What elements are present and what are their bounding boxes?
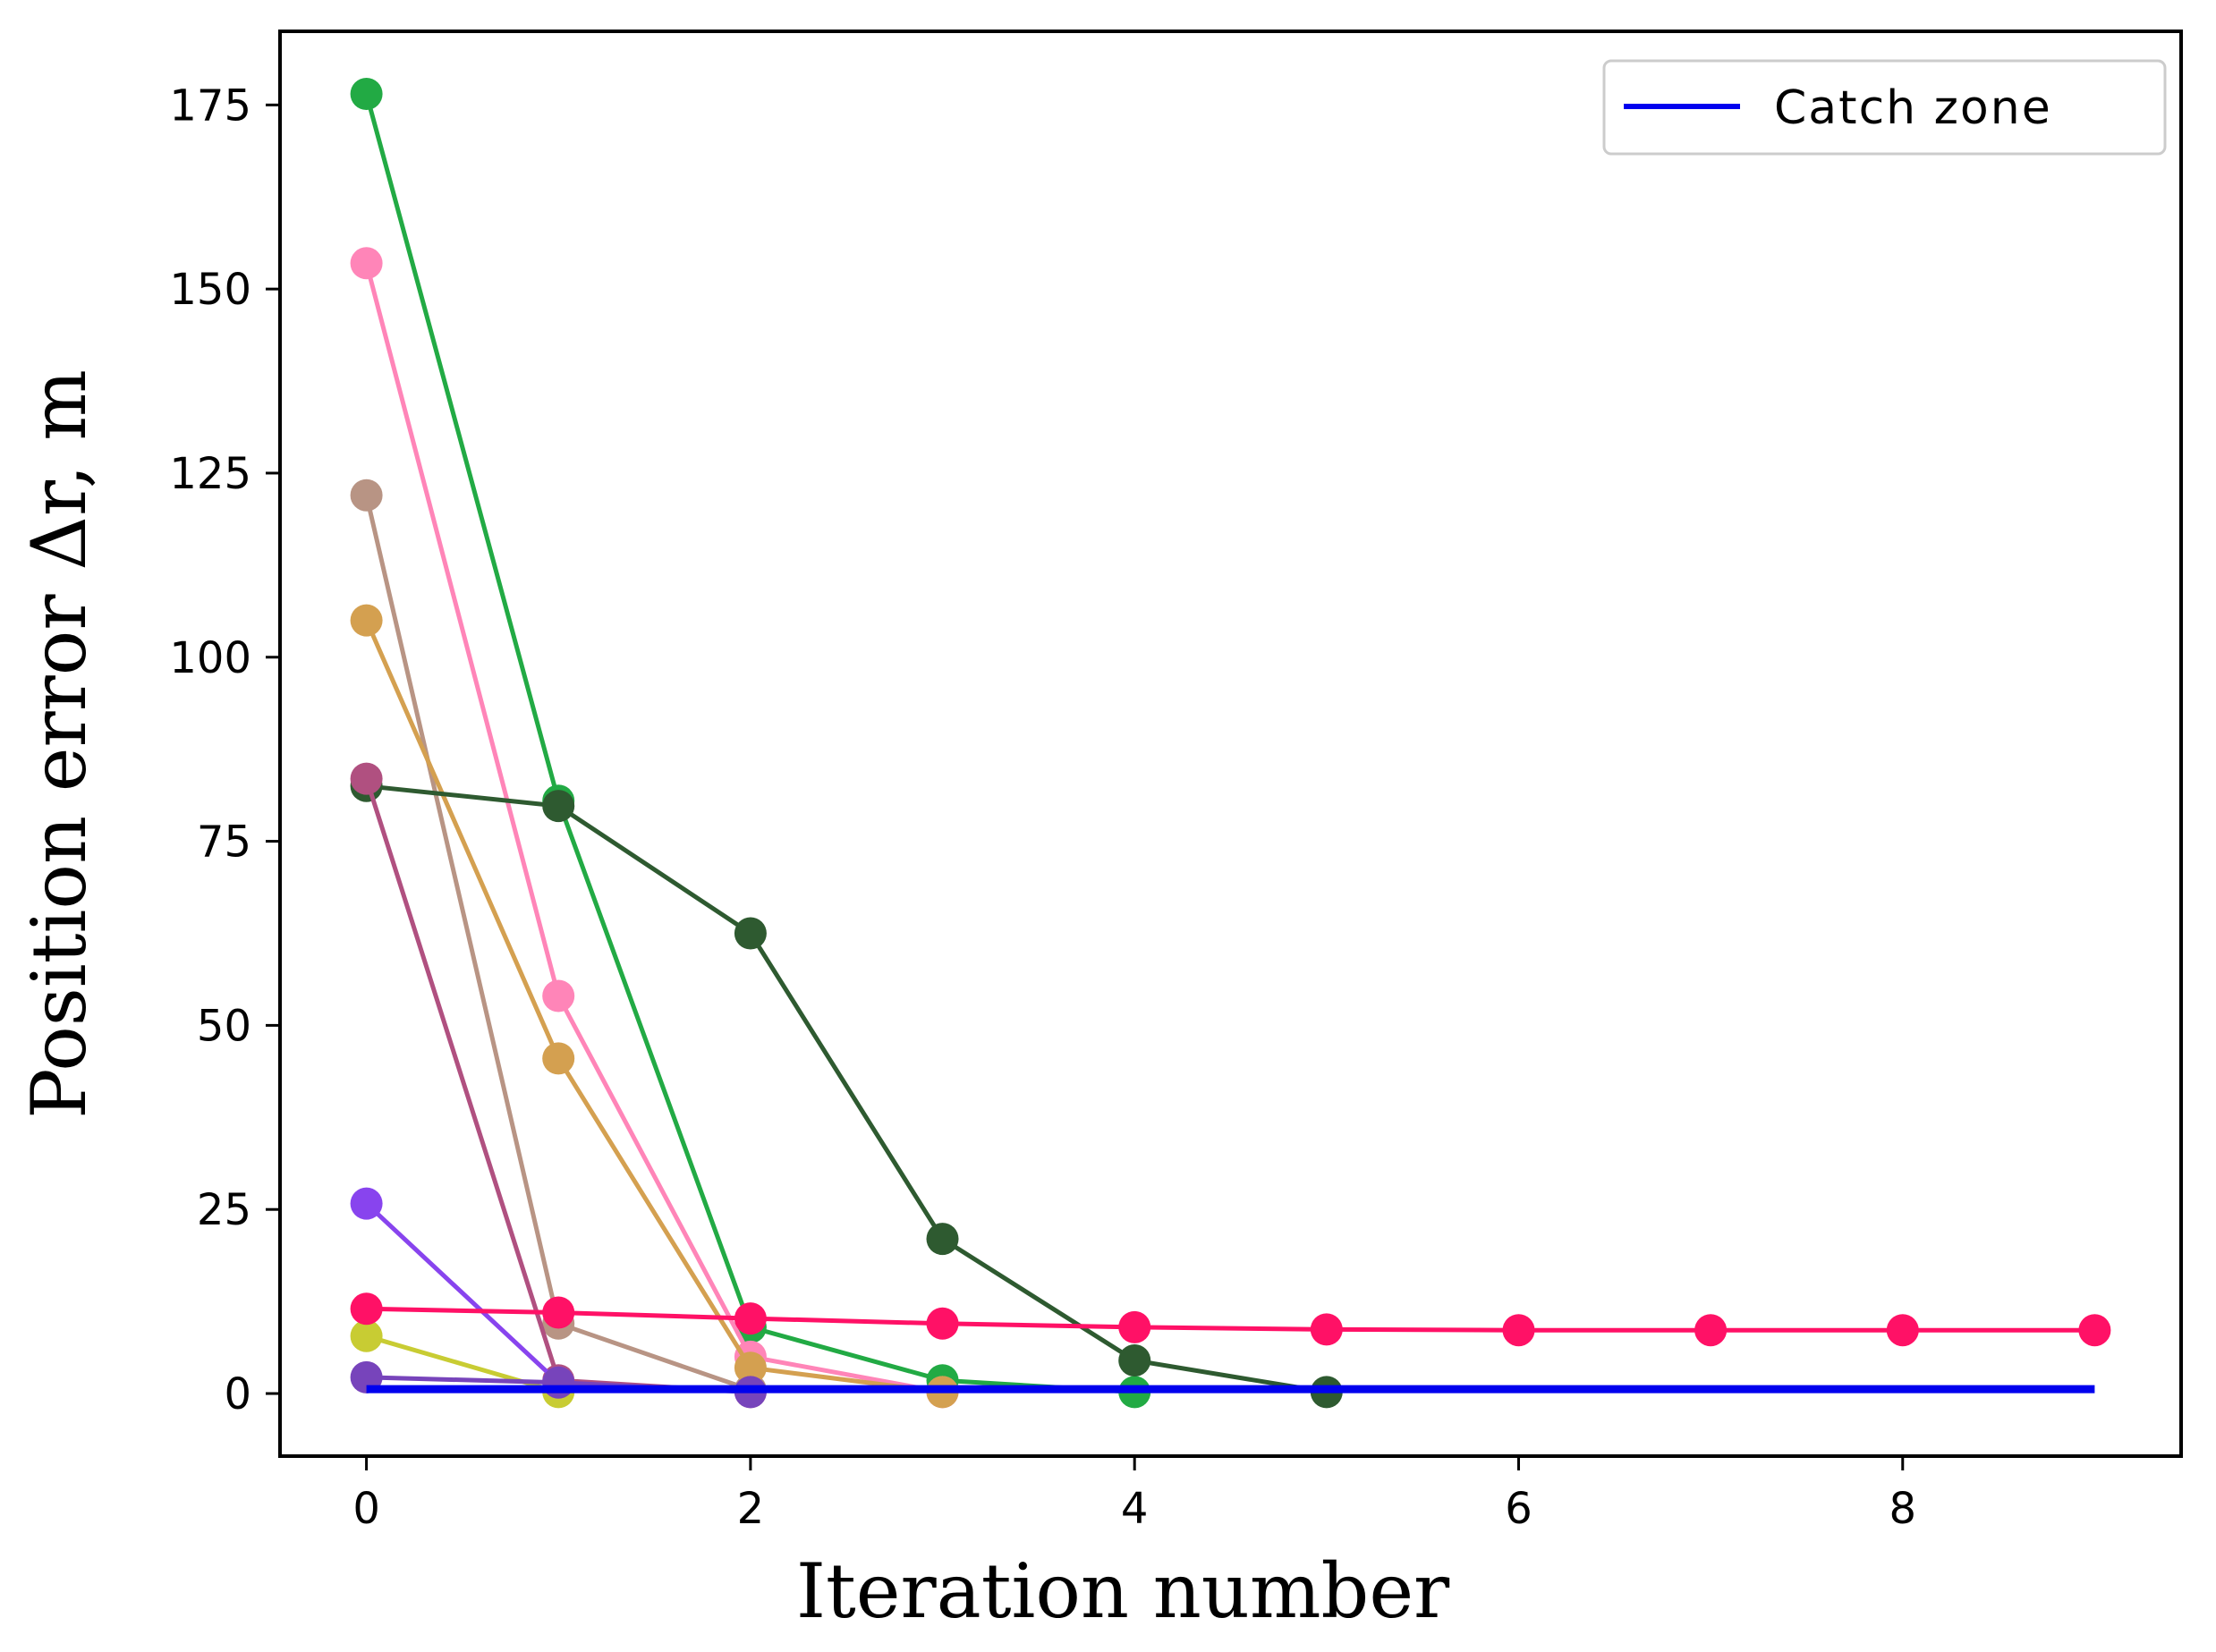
data-point-gold-2 [734, 1351, 767, 1385]
data-point-pink-1 [542, 979, 575, 1012]
data-point-red-0 [350, 1292, 383, 1326]
data-point-red-8 [1886, 1314, 1919, 1347]
data-point-red-9 [2078, 1314, 2111, 1347]
legend: Catch zone [1602, 59, 2167, 156]
y-tick-label-125: 125 [169, 449, 251, 499]
legend-label-catch-zone: Catch zone [1774, 81, 2052, 135]
y-tick-label-150: 150 [169, 265, 251, 315]
x-tick-label-8: 8 [1889, 1484, 1916, 1534]
x-axis-title: Iteration number [796, 1547, 1450, 1635]
series-line-pink [364, 262, 943, 1394]
data-point-green-0 [350, 78, 383, 110]
y-tick-label-25: 25 [197, 1185, 251, 1235]
data-point-dark-green-2 [734, 917, 767, 950]
series-line-gold [364, 619, 943, 1394]
y-tick-label-50: 50 [197, 1001, 251, 1051]
data-point-gold-1 [542, 1042, 575, 1075]
series-layer [350, 78, 2111, 1409]
data-point-gold-0 [350, 604, 383, 637]
x-tick-label-6: 6 [1505, 1484, 1533, 1534]
data-point-red-4 [1118, 1310, 1151, 1343]
data-point-pink-0 [350, 247, 383, 280]
series-line-violet [364, 1201, 560, 1385]
data-point-dark-green-3 [926, 1223, 959, 1256]
data-point-mauve-0 [350, 762, 383, 795]
data-point-red-1 [542, 1296, 575, 1329]
data-point-red-7 [1694, 1314, 1728, 1347]
data-point-purple-1 [542, 1366, 575, 1399]
data-point-dark-green-1 [542, 790, 575, 823]
series-gold [350, 604, 959, 1409]
data-point-tan-0 [350, 479, 383, 512]
data-point-violet-0 [350, 1187, 383, 1220]
y-tick-label-0: 0 [224, 1369, 251, 1419]
plot-frame [278, 30, 2183, 1458]
series-line-red [366, 1306, 2095, 1333]
y-axis: 0 25 50 75 100 125 150 175 [169, 80, 280, 1419]
data-point-red-3 [926, 1307, 959, 1340]
y-tick-label-100: 100 [169, 633, 251, 683]
data-point-dark-green-4 [1118, 1344, 1151, 1377]
data-point-red-5 [1310, 1313, 1343, 1346]
x-axis: 0 2 4 6 8 [352, 1456, 1916, 1534]
legend-box [1602, 59, 2167, 156]
data-point-red-2 [734, 1302, 767, 1335]
x-tick-label-2: 2 [737, 1484, 765, 1534]
x-tick-label-0: 0 [352, 1484, 380, 1534]
data-point-red-6 [1502, 1314, 1535, 1347]
data-point-yellow-green-0 [350, 1319, 383, 1352]
y-axis-title: Position error Δr, m [15, 369, 103, 1119]
series-line-dark-green [366, 784, 1328, 1394]
series-red [350, 1292, 2111, 1347]
y-tick-label-175: 175 [169, 80, 251, 131]
x-tick-label-4: 4 [1121, 1484, 1149, 1534]
y-tick-label-75: 75 [197, 818, 251, 868]
series-dark-green [350, 769, 1343, 1409]
